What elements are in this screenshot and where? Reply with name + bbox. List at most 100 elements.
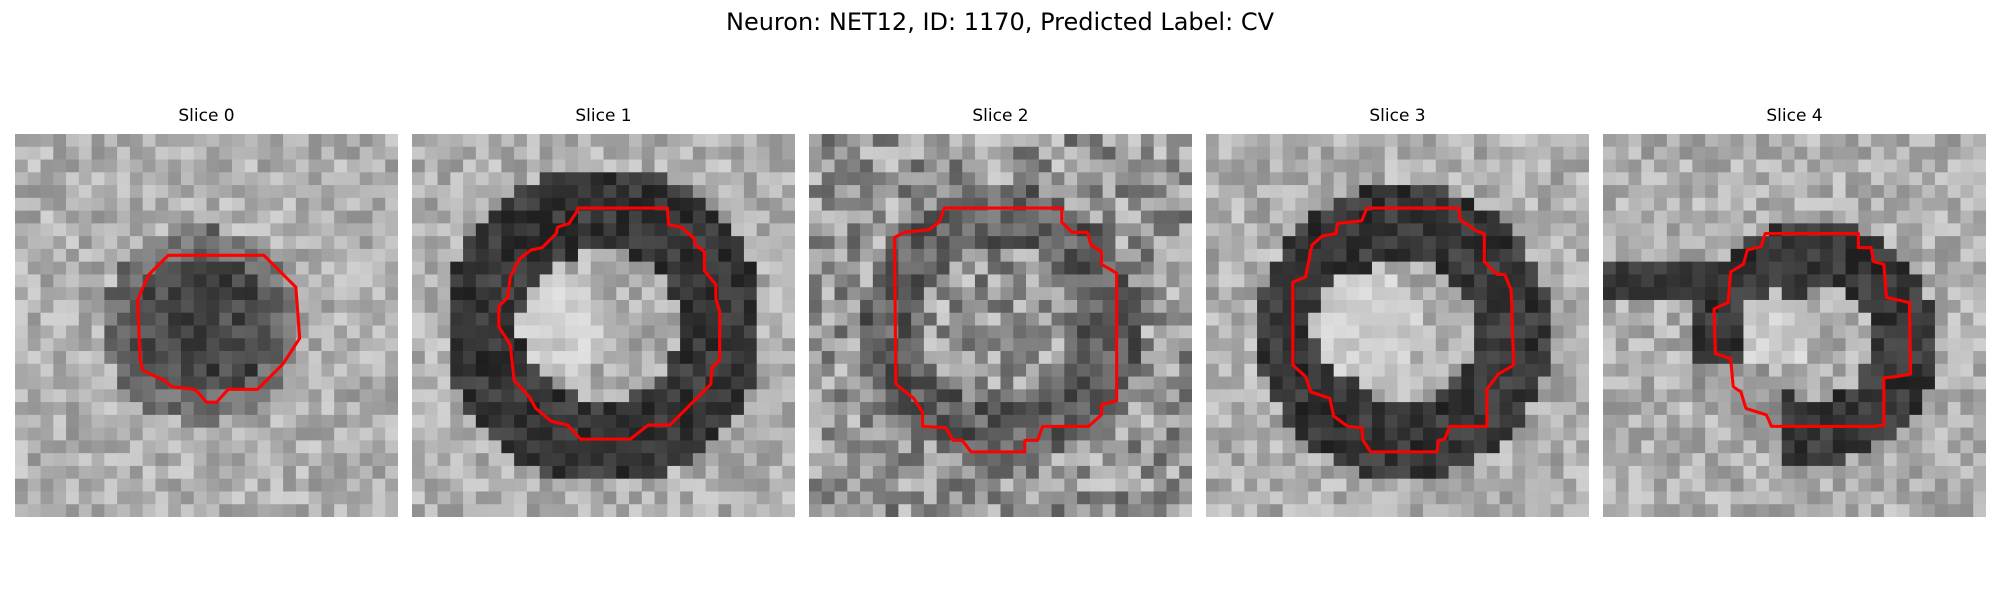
pixel <box>1308 465 1322 480</box>
pixel <box>1026 440 1040 454</box>
pixel <box>1603 402 1617 416</box>
pixel <box>1807 274 1821 288</box>
pixel <box>872 491 886 505</box>
pixel <box>616 363 630 377</box>
pixel <box>270 338 284 352</box>
pixel <box>232 146 246 160</box>
pixel <box>898 210 912 224</box>
pixel <box>1909 248 1923 263</box>
pixel <box>962 504 976 517</box>
pixel <box>872 223 886 237</box>
pixel <box>1794 453 1808 467</box>
pixel <box>1077 185 1091 199</box>
pixel <box>346 274 361 288</box>
pixel <box>1115 236 1129 250</box>
pixel <box>1756 338 1770 352</box>
pixel <box>1038 491 1052 505</box>
pixel <box>1641 453 1655 467</box>
pixel <box>488 248 502 263</box>
pixel <box>1064 389 1078 403</box>
pixel <box>1000 389 1014 403</box>
pixel <box>603 389 617 403</box>
pixel <box>1038 376 1052 390</box>
pixel <box>270 427 284 441</box>
pixel <box>1384 465 1398 480</box>
pixel <box>1371 134 1386 148</box>
pixel <box>40 248 54 263</box>
pixel <box>936 402 950 416</box>
pixel <box>437 134 451 148</box>
pixel <box>731 134 745 148</box>
pixel <box>514 402 528 416</box>
pixel <box>1320 465 1335 480</box>
pixel <box>847 351 861 365</box>
pixel <box>385 504 398 517</box>
pixel <box>629 134 643 148</box>
pixel <box>603 299 617 314</box>
pixel <box>1768 248 1783 263</box>
pixel <box>424 159 438 173</box>
pixel <box>321 504 335 517</box>
pixel <box>667 453 681 467</box>
pixel <box>412 414 426 429</box>
pixel <box>142 287 156 301</box>
pixel <box>756 134 770 148</box>
pixel <box>1858 465 1872 480</box>
pixel <box>1947 414 1961 429</box>
pixel <box>308 351 322 365</box>
pixel <box>1051 402 1065 416</box>
pixel <box>1743 440 1757 454</box>
pixel <box>321 236 335 250</box>
pixel <box>1295 427 1309 441</box>
pixel <box>616 274 630 288</box>
pixel <box>219 146 233 160</box>
pixel <box>1371 172 1386 186</box>
pixel <box>1308 223 1322 237</box>
pixel <box>346 338 361 352</box>
pixel <box>1641 351 1655 365</box>
pixel <box>1295 338 1309 352</box>
pixel <box>346 210 361 224</box>
pixel <box>40 134 54 148</box>
slice-image <box>809 134 1192 517</box>
pixel <box>257 478 271 492</box>
pixel <box>565 465 579 480</box>
pixel <box>743 351 758 365</box>
pixel <box>539 351 553 365</box>
pixel <box>1499 261 1513 275</box>
pixel <box>1435 402 1449 416</box>
pixel <box>514 248 528 263</box>
pixel <box>898 134 912 148</box>
pixel <box>1448 453 1462 467</box>
pixel <box>860 287 874 301</box>
pixel <box>1576 299 1589 314</box>
pixel <box>1051 312 1065 326</box>
pixel <box>847 223 861 237</box>
pixel <box>641 453 655 467</box>
pixel <box>847 402 861 416</box>
pixel <box>1576 261 1589 275</box>
pixel <box>1064 325 1078 339</box>
pixel <box>295 453 310 467</box>
pixel <box>180 261 195 275</box>
pixel <box>1909 312 1923 326</box>
pixel <box>1563 376 1577 390</box>
pixel <box>1730 363 1744 377</box>
pixel <box>1666 223 1680 237</box>
pixel <box>1717 402 1732 416</box>
pixel <box>782 299 795 314</box>
pixel <box>1794 478 1808 492</box>
pixel <box>743 210 758 224</box>
pixel <box>1153 325 1167 339</box>
pixel <box>1705 504 1719 517</box>
slice-panel-1: Slice 1 <box>412 106 795 517</box>
pixel <box>1717 172 1732 186</box>
pixel <box>1692 453 1706 467</box>
pixel <box>437 376 451 390</box>
pixel <box>1794 491 1808 505</box>
pixel <box>860 427 874 441</box>
pixel <box>1371 159 1386 173</box>
pixel <box>962 172 976 186</box>
pixel <box>206 427 220 441</box>
pixel <box>1666 210 1680 224</box>
